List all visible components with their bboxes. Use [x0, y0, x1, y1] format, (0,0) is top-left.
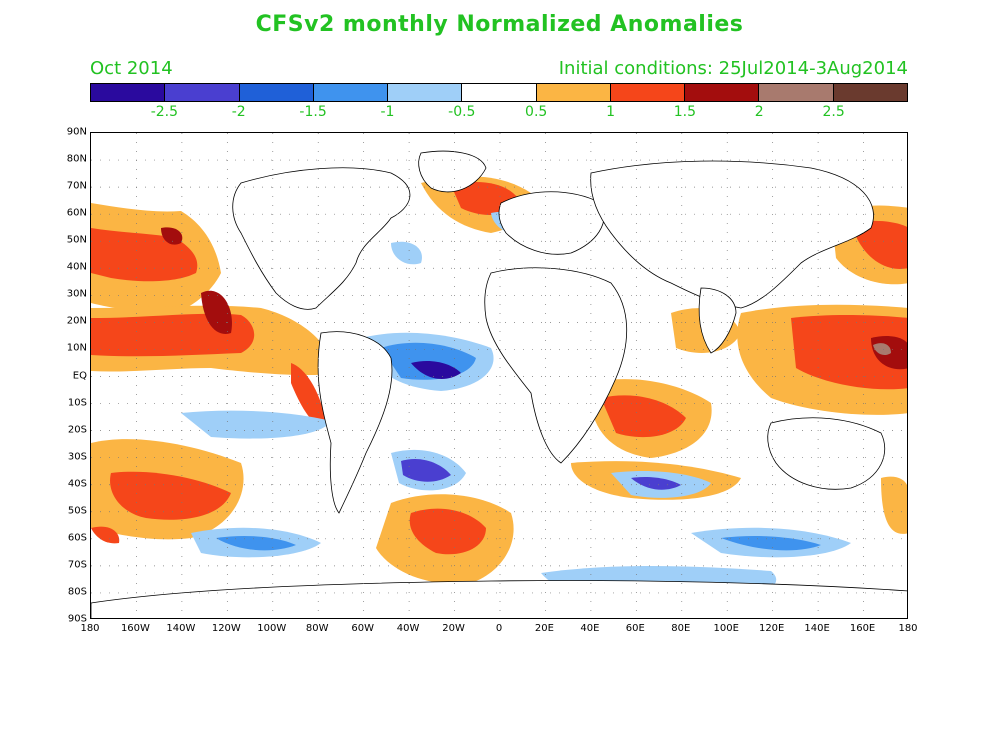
latitude-tick-label: 10S: [67, 397, 87, 409]
longitude-tick-label: 140W: [166, 623, 196, 634]
colorbar-tick-label: 2.5: [822, 104, 845, 120]
latitude-tick-label: 80S: [67, 586, 87, 598]
longitude-tick-label: 180: [80, 623, 100, 634]
longitude-tick-label: 0: [495, 623, 503, 634]
colorbar-tick-label: -0.5: [448, 104, 476, 120]
latitude-tick-label: 50N: [66, 234, 87, 246]
colorbar-segment: [685, 84, 760, 101]
colorbar-tick-label: -1.5: [299, 104, 327, 120]
longitude-tick-label: 160E: [849, 623, 876, 634]
longitude-tick-label: 100E: [713, 623, 739, 634]
longitude-tick-label: 60E: [625, 623, 645, 634]
latitude-tick-label: 10N: [66, 342, 87, 354]
longitude-tick-label: 40W: [396, 623, 420, 634]
colorbar-segment: [388, 84, 463, 101]
negative-anomaly-regions: [181, 211, 851, 606]
colorbar-segment: [833, 84, 907, 101]
colorbar-segment: [759, 84, 834, 101]
latitude-tick-label: 40S: [67, 478, 87, 490]
colorbar-segment: [536, 84, 611, 101]
colorbar-segment: [610, 84, 686, 101]
latitude-tick-label: 90S: [67, 613, 87, 625]
colorbar-tick-label: 0.5: [525, 104, 548, 120]
anomaly-map: [90, 132, 908, 619]
colorbar-segment: [462, 84, 537, 101]
longitude-tick-label: 40E: [580, 623, 600, 634]
latitude-tick-label: 60S: [67, 532, 87, 544]
latitude-tick-label: 30S: [67, 451, 87, 463]
colorbar-tick-label: 2: [754, 104, 764, 120]
longitude-tick-label: 80W: [305, 623, 329, 634]
colorbar-segment: [165, 84, 240, 101]
colorbar: [90, 83, 908, 102]
longitude-tick-label: 140E: [804, 623, 830, 634]
colorbar-tick-label: 1: [606, 104, 615, 120]
latitude-tick-label: 50S: [67, 505, 87, 517]
latitude-tick-label: 80N: [66, 153, 87, 165]
latitude-tick-label: 60N: [66, 207, 87, 219]
latitude-tick-label: 70N: [66, 180, 87, 192]
map-title: CFSv2 monthly Normalized Anomalies: [255, 12, 744, 37]
longitude-tick-label: 80E: [671, 623, 691, 634]
graticule: [91, 133, 907, 618]
latitude-tick-label: 40N: [66, 261, 87, 273]
colorbar-tick-label: 1.5: [673, 104, 697, 120]
colorbar-segment: [239, 84, 314, 101]
latitude-tick-label: 30N: [66, 288, 87, 300]
initial-conditions-label: Initial conditions: 25Jul2014-3Aug2014: [558, 58, 908, 79]
longitude-tick-label: 20W: [442, 623, 465, 634]
colorbar-tick-label: -2: [231, 104, 246, 120]
coastlines: [91, 150, 907, 618]
colorbar-segment: [313, 84, 389, 101]
latitude-tick-label: 70S: [67, 559, 87, 571]
longitude-tick-label: 100W: [257, 623, 287, 634]
longitude-tick-label: 120E: [758, 623, 785, 634]
valid-month-label: Oct 2014: [90, 58, 173, 79]
latitude-tick-label: EQ: [72, 370, 87, 381]
map-canvas: [91, 133, 907, 618]
longitude-tick-label: 160W: [120, 623, 150, 634]
latitude-tick-label: 20N: [66, 315, 87, 327]
latitude-tick-label: 20S: [67, 424, 87, 436]
colorbar-tick-label: -2.5: [150, 104, 179, 120]
longitude-tick-label: 20E: [534, 623, 554, 634]
longitude-tick-label: 120W: [211, 623, 241, 634]
longitude-tick-label: 60W: [351, 623, 374, 634]
latitude-tick-label: 90N: [66, 126, 87, 138]
longitude-tick-label: 180: [898, 623, 918, 634]
colorbar-segment: [91, 84, 166, 101]
colorbar-tick-label: -1: [380, 104, 395, 120]
